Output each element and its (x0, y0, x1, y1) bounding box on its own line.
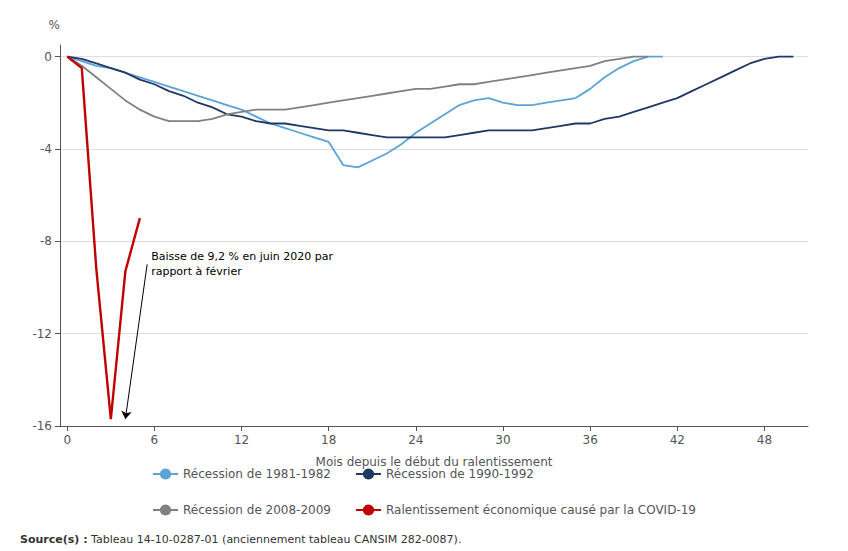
svg-text:Ralentissement économique caus: Ralentissement économique causé par la C… (386, 503, 696, 517)
svg-text:%: % (49, 18, 60, 32)
svg-text:24: 24 (408, 433, 423, 447)
svg-text:6: 6 (151, 433, 159, 447)
svg-text:Récession de 2008-2009: Récession de 2008-2009 (183, 503, 331, 517)
svg-text:12: 12 (234, 433, 249, 447)
svg-text:18: 18 (321, 433, 336, 447)
svg-text:0: 0 (44, 50, 52, 64)
svg-text:-16: -16 (32, 419, 52, 433)
svg-text:Mois depuis le début du ralent: Mois depuis le début du ralentissement (315, 455, 553, 469)
svg-text:-4: -4 (40, 142, 52, 156)
svg-text:36: 36 (582, 433, 597, 447)
svg-text:-12: -12 (32, 327, 52, 341)
svg-text:Tableau 14-10-0287-01 (ancienn: Tableau 14-10-0287-01 (anciennement tabl… (88, 533, 462, 546)
svg-text:30: 30 (495, 433, 510, 447)
svg-text:rapport à février: rapport à février (151, 265, 242, 278)
svg-text:-8: -8 (40, 234, 52, 248)
svg-text:Source(s) :: Source(s) : (20, 533, 88, 546)
svg-text:48: 48 (757, 433, 772, 447)
svg-text:0: 0 (63, 433, 71, 447)
svg-text:Baisse de 9,2 % en juin 2020 p: Baisse de 9,2 % en juin 2020 par (151, 250, 333, 263)
svg-text:Récession de 1981-1982: Récession de 1981-1982 (183, 467, 331, 481)
svg-text:42: 42 (670, 433, 685, 447)
svg-text:Récession de 1990-1992: Récession de 1990-1992 (386, 467, 534, 481)
